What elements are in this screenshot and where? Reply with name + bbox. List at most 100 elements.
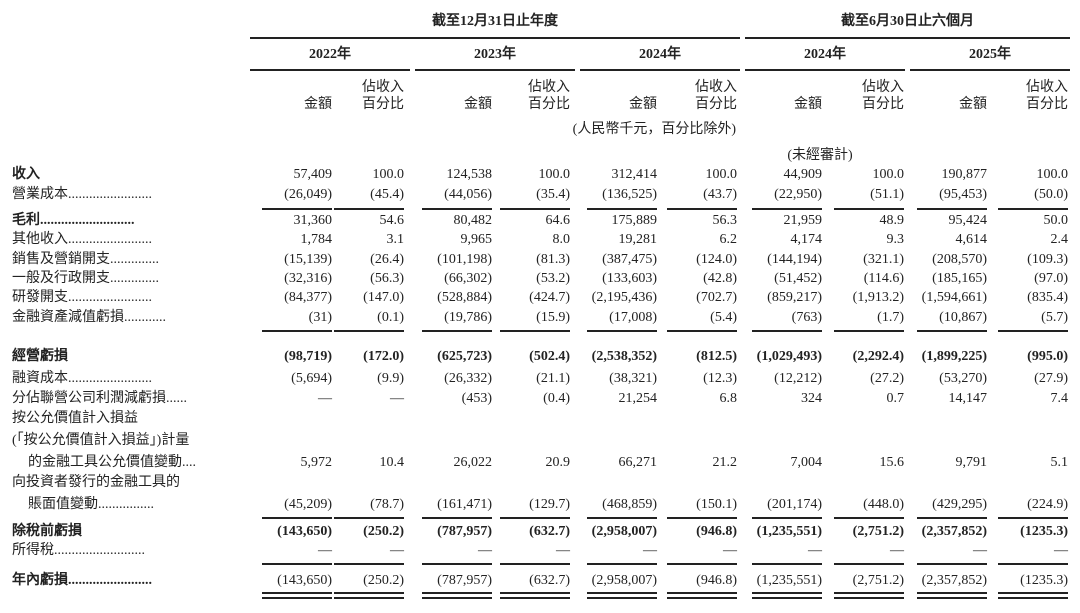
year-header: 2024年 xyxy=(639,47,681,62)
cell-value: (201,174) xyxy=(767,497,822,512)
rule xyxy=(500,517,570,519)
cell-value: (1235.3) xyxy=(1020,573,1068,588)
cell-value: (45.4) xyxy=(370,187,404,202)
rule xyxy=(917,208,987,210)
cell-value: (387,475) xyxy=(602,252,657,267)
cell-value: — xyxy=(478,543,492,558)
rule xyxy=(834,592,904,594)
rule xyxy=(262,208,332,210)
cell-value: (133,603) xyxy=(602,271,657,286)
cell-value: 66,271 xyxy=(618,455,658,470)
rule xyxy=(422,208,492,210)
cell-value: (97.0) xyxy=(1034,271,1068,286)
cell-value: 100.0 xyxy=(872,167,905,182)
rule xyxy=(917,592,987,594)
cell-value: (946.8) xyxy=(696,524,737,539)
rule xyxy=(587,563,657,565)
rule xyxy=(334,208,404,210)
rule xyxy=(587,517,657,519)
cell-value: (42.8) xyxy=(703,271,737,286)
percent-header: 佔收入 xyxy=(362,80,404,95)
year-header: 2024年 xyxy=(804,47,846,62)
cell-value: — xyxy=(1054,543,1068,558)
amount-header: 金額 xyxy=(464,97,492,112)
rule xyxy=(834,563,904,565)
cell-value: (1.7) xyxy=(877,310,904,325)
cell-value: (702.7) xyxy=(696,290,737,305)
cell-value: 44,909 xyxy=(783,167,823,182)
cell-value: — xyxy=(556,543,570,558)
row-label: 銷售及營銷開支.............. xyxy=(12,252,159,267)
cell-value: (53,270) xyxy=(939,371,987,386)
cell-value: — xyxy=(643,543,657,558)
cell-value: 6.2 xyxy=(719,232,738,247)
rule xyxy=(415,69,575,71)
rule xyxy=(998,563,1068,565)
cell-value: (27.9) xyxy=(1034,371,1068,386)
rule xyxy=(500,592,570,594)
row-label: 經營虧損 xyxy=(12,349,68,364)
cell-value: (45,209) xyxy=(284,497,332,512)
cell-value: 9,791 xyxy=(955,455,988,470)
cell-value: (5,694) xyxy=(291,371,332,386)
row-label: 賬面值變動................ xyxy=(28,497,154,512)
row-label: 除稅前虧損 xyxy=(12,524,82,539)
percent-header: 佔收入 xyxy=(528,80,570,95)
rule xyxy=(422,592,492,594)
rule xyxy=(745,69,905,71)
cell-value: (995.0) xyxy=(1027,349,1068,364)
rule xyxy=(262,330,332,332)
rule xyxy=(667,208,737,210)
year-header: 2022年 xyxy=(309,47,351,62)
cell-value: — xyxy=(390,391,404,406)
cell-value: (21.1) xyxy=(536,371,570,386)
cell-value: (66,302) xyxy=(444,271,492,286)
rule xyxy=(334,592,404,594)
amount-header: 金額 xyxy=(304,97,332,112)
rule xyxy=(500,597,570,599)
cell-value: — xyxy=(973,543,987,558)
cell-value: (78.7) xyxy=(370,497,404,512)
rule xyxy=(587,597,657,599)
cell-value: (95,453) xyxy=(939,187,987,202)
cell-value: (12,212) xyxy=(774,371,822,386)
rule xyxy=(500,330,570,332)
rule xyxy=(587,208,657,210)
cell-value: (144,194) xyxy=(767,252,822,267)
cell-value: (1,913.2) xyxy=(852,290,904,305)
cell-value: (22,950) xyxy=(774,187,822,202)
rule xyxy=(998,208,1068,210)
cell-value: (109.3) xyxy=(1027,252,1068,267)
cell-value: 31,360 xyxy=(293,213,333,228)
rule xyxy=(587,330,657,332)
cell-value: 80,482 xyxy=(453,213,493,228)
rule xyxy=(752,563,822,565)
cell-value: (51,452) xyxy=(774,271,822,286)
cell-value: (1,235,551) xyxy=(756,524,822,539)
cell-value: (528,884) xyxy=(437,290,492,305)
rule xyxy=(422,597,492,599)
cell-value: (1235.3) xyxy=(1020,524,1068,539)
row-label: 融資成本........................ xyxy=(12,371,152,386)
rule xyxy=(262,517,332,519)
cell-value: 5,972 xyxy=(300,455,333,470)
rule xyxy=(917,563,987,565)
cell-value: (143,650) xyxy=(277,573,332,588)
rule xyxy=(834,597,904,599)
cell-value: 48.9 xyxy=(879,213,905,228)
cell-value: 15.6 xyxy=(879,455,905,470)
rule xyxy=(262,563,332,565)
rule xyxy=(334,563,404,565)
cell-value: 64.6 xyxy=(545,213,571,228)
row-label: 分佔聯營公司利潤減虧損...... xyxy=(12,391,187,406)
cell-value: (19,786) xyxy=(444,310,492,325)
cell-value: 95,424 xyxy=(948,213,988,228)
cell-value: (143,650) xyxy=(277,524,332,539)
cell-value: (321.1) xyxy=(863,252,904,267)
year-header: 2025年 xyxy=(969,47,1011,62)
row-label: 年內虧損........................ xyxy=(12,573,152,588)
cell-value: (114.6) xyxy=(863,271,904,286)
cell-value: (1,594,661) xyxy=(921,290,987,305)
cell-value: (812.5) xyxy=(696,349,737,364)
